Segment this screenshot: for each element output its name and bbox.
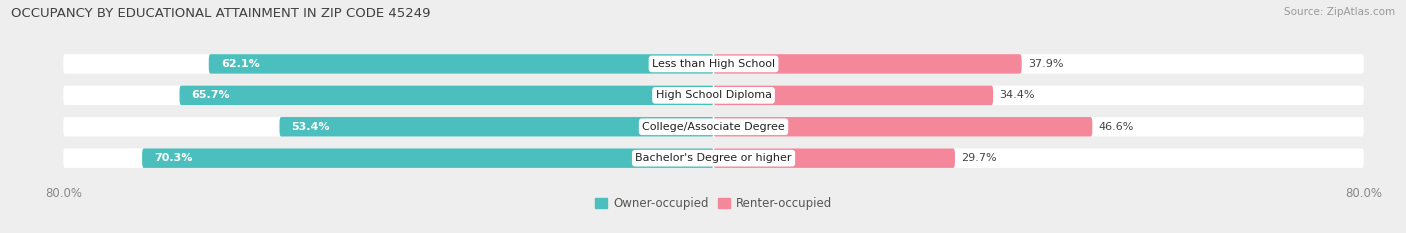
- FancyBboxPatch shape: [280, 117, 713, 137]
- FancyBboxPatch shape: [63, 54, 1364, 74]
- Text: 37.9%: 37.9%: [1028, 59, 1063, 69]
- Text: 65.7%: 65.7%: [191, 90, 231, 100]
- Text: 29.7%: 29.7%: [962, 153, 997, 163]
- Text: 53.4%: 53.4%: [291, 122, 330, 132]
- Text: 62.1%: 62.1%: [221, 59, 260, 69]
- FancyBboxPatch shape: [713, 117, 1092, 137]
- FancyBboxPatch shape: [208, 54, 713, 74]
- Text: Less than High School: Less than High School: [652, 59, 775, 69]
- FancyBboxPatch shape: [63, 86, 1364, 105]
- FancyBboxPatch shape: [142, 148, 713, 168]
- Text: Bachelor's Degree or higher: Bachelor's Degree or higher: [636, 153, 792, 163]
- FancyBboxPatch shape: [713, 86, 993, 105]
- FancyBboxPatch shape: [713, 148, 955, 168]
- FancyBboxPatch shape: [713, 54, 1022, 74]
- Legend: Owner-occupied, Renter-occupied: Owner-occupied, Renter-occupied: [591, 192, 837, 215]
- FancyBboxPatch shape: [63, 148, 1364, 168]
- Text: OCCUPANCY BY EDUCATIONAL ATTAINMENT IN ZIP CODE 45249: OCCUPANCY BY EDUCATIONAL ATTAINMENT IN Z…: [11, 7, 430, 20]
- FancyBboxPatch shape: [63, 117, 1364, 137]
- Text: High School Diploma: High School Diploma: [655, 90, 772, 100]
- Text: 46.6%: 46.6%: [1099, 122, 1135, 132]
- FancyBboxPatch shape: [180, 86, 713, 105]
- Text: College/Associate Degree: College/Associate Degree: [643, 122, 785, 132]
- Text: Source: ZipAtlas.com: Source: ZipAtlas.com: [1284, 7, 1395, 17]
- Text: 70.3%: 70.3%: [155, 153, 193, 163]
- Text: 34.4%: 34.4%: [1000, 90, 1035, 100]
